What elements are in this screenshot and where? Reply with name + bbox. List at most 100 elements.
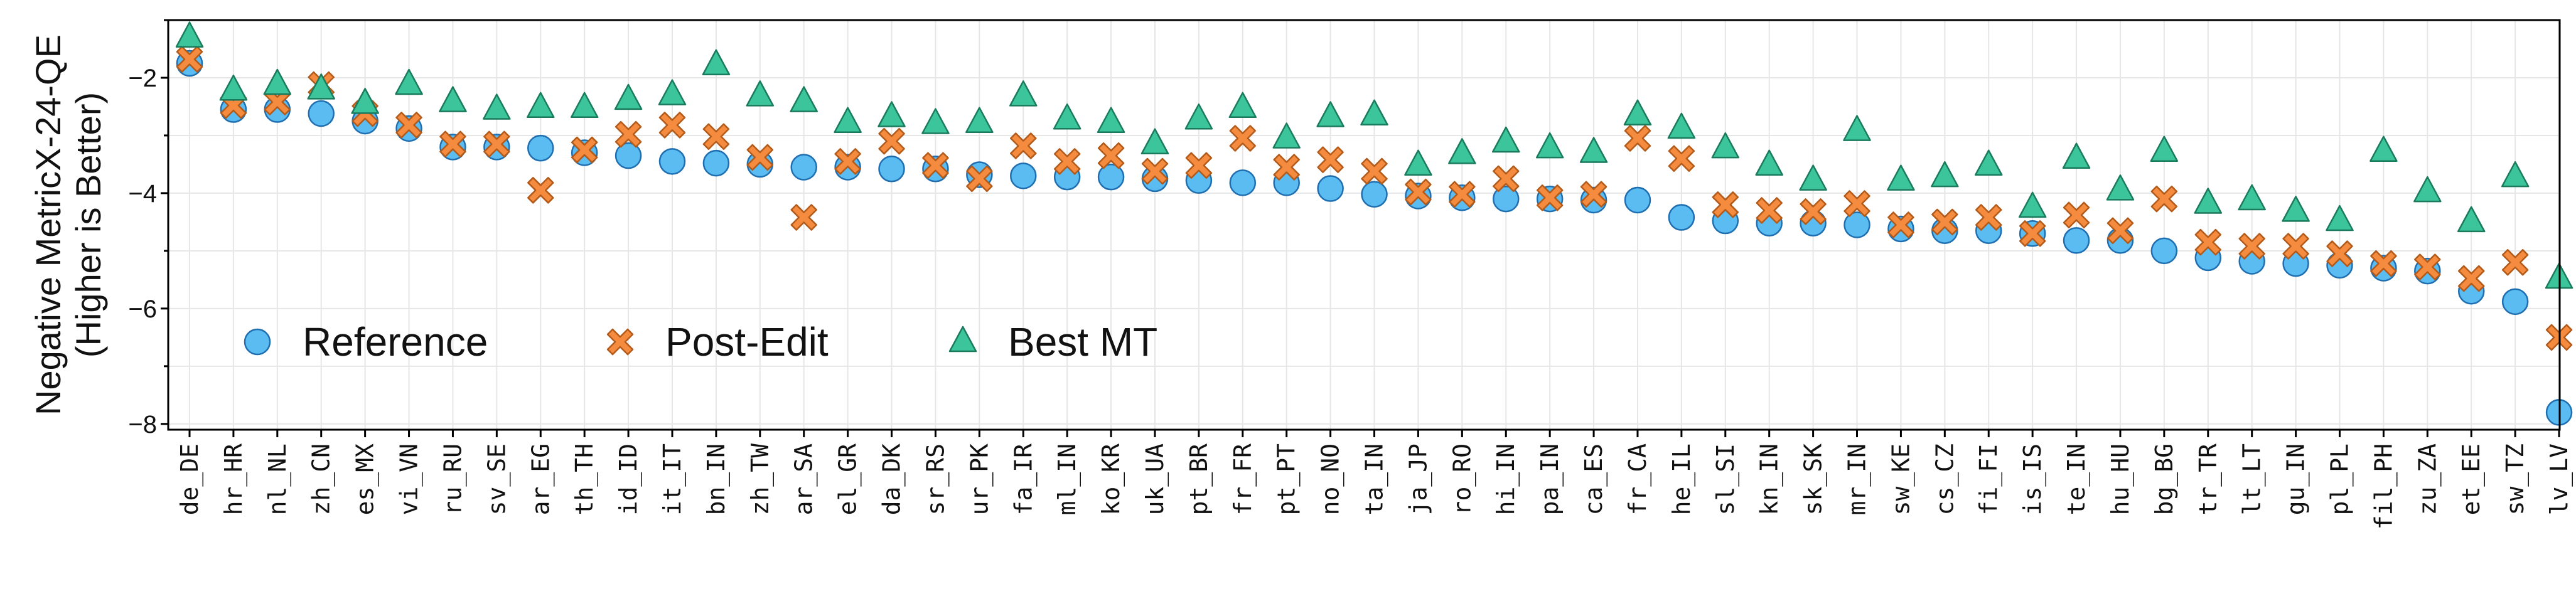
data-point [1580, 181, 1607, 208]
data-point [1317, 146, 1344, 173]
x-tick-label: es_MX [352, 443, 380, 516]
data-point [878, 127, 905, 155]
data-point [1316, 101, 1344, 127]
data-point [2457, 265, 2485, 292]
data-point [746, 144, 774, 171]
data-point [1053, 103, 1081, 130]
data-point [614, 83, 643, 110]
data-point [1449, 181, 1476, 208]
data-point [1667, 112, 1696, 139]
x-tick-label: ja_JP [1404, 443, 1432, 515]
data-point [965, 107, 994, 133]
data-point [1228, 92, 1257, 119]
data-point [2501, 161, 2530, 188]
x-tick-label: ml_IN [1053, 443, 1081, 515]
data-point [351, 88, 379, 114]
x-axis-ticks: de_DE hr_HR nl_NL zh_CN es_MX vi_VN ru_RU sv_SE… [176, 430, 2573, 529]
data-point [1448, 138, 1476, 164]
data-point [571, 136, 598, 164]
x-tick-label: sw_TZ [2501, 443, 2530, 515]
x-tick-label: ko_KR [1097, 443, 1125, 516]
data-point [263, 68, 292, 95]
x-tick-label: cs_CZ [1931, 443, 1959, 515]
x-tick-label: lv_LV [2545, 443, 2573, 515]
y-axis-label-line: Negative MetricX-24-QE [28, 35, 68, 415]
data-point [2063, 227, 2090, 254]
x-tick-label: he_IL [1668, 443, 1696, 515]
legend: Reference Post-Edit Best MT [244, 319, 1157, 364]
series-best-mt [175, 21, 2573, 289]
data-point [527, 92, 555, 119]
data-point [614, 120, 642, 148]
data-point [1931, 161, 1959, 188]
y-tick-label: −6 [128, 295, 157, 323]
data-point [1624, 125, 1651, 152]
x-tick-label: tr_TR [2194, 443, 2223, 516]
x-tick-label: fr_CA [1624, 443, 1652, 516]
data-point [1579, 137, 1608, 163]
data-point [2501, 249, 2529, 276]
data-point [395, 112, 422, 139]
data-point [2106, 174, 2135, 201]
data-point [1405, 178, 1432, 206]
data-point [2150, 185, 2178, 213]
data-point [527, 177, 554, 204]
data-point [1668, 204, 1695, 231]
data-point [1623, 99, 1652, 126]
data-point [1975, 204, 2002, 231]
data-point [1010, 162, 1037, 189]
x-tick-label: nl_NL [264, 443, 292, 515]
data-point [1491, 126, 1520, 153]
x-tick-label: ta_IN [1361, 443, 1389, 515]
x-tick-label: zu_ZA [2413, 443, 2442, 516]
data-point [1887, 164, 1915, 191]
data-point [1535, 132, 1564, 159]
data-point [307, 73, 335, 100]
x-tick-label: ar_EG [527, 443, 555, 515]
data-point [790, 204, 817, 231]
data-point [1974, 149, 2003, 176]
data-point [1229, 125, 1257, 152]
data-point [2414, 253, 2441, 280]
grid-lines [168, 19, 2560, 430]
data-point [922, 152, 949, 179]
data-point [2369, 135, 2398, 162]
legend-label: Best MT [1008, 319, 1157, 364]
data-point [1404, 149, 1432, 176]
data-point [439, 130, 466, 157]
data-point [219, 74, 248, 101]
x-tick-label: sl_SI [1712, 443, 1740, 515]
data-point [1097, 142, 1125, 169]
x-tick-label: no_NO [1317, 443, 1345, 515]
data-point [1317, 175, 1344, 202]
data-point [1843, 190, 1870, 217]
data-point [2457, 206, 2486, 233]
data-point [1887, 211, 1914, 238]
x-tick-label: id_ID [614, 443, 643, 515]
data-point [1010, 132, 1037, 159]
legend-marker [948, 326, 977, 353]
y-axis-ticks: −2 −4 −6 −8 [128, 19, 168, 438]
data-point [834, 107, 862, 133]
data-point [658, 79, 687, 105]
legend-marker [244, 328, 271, 356]
data-point [1097, 163, 1125, 191]
data-point [175, 21, 204, 48]
series-post-edit [176, 46, 2573, 351]
data-point [1097, 107, 1125, 133]
x-tick-label: de_DE [176, 443, 204, 515]
y-tick-label: −8 [128, 411, 157, 438]
y-tick-label: −4 [128, 180, 157, 208]
data-point [1273, 154, 1300, 181]
data-point [658, 112, 686, 139]
legend-label: Reference [303, 319, 488, 364]
data-point [2063, 201, 2090, 229]
data-point [1185, 152, 1213, 179]
data-point [308, 100, 335, 127]
x-tick-label: pa_IN [1536, 443, 1564, 515]
data-point [1361, 181, 1388, 208]
data-point [483, 130, 510, 157]
x-tick-label: sv_SE [483, 443, 511, 515]
x-tick-label: hr_HR [220, 443, 248, 516]
